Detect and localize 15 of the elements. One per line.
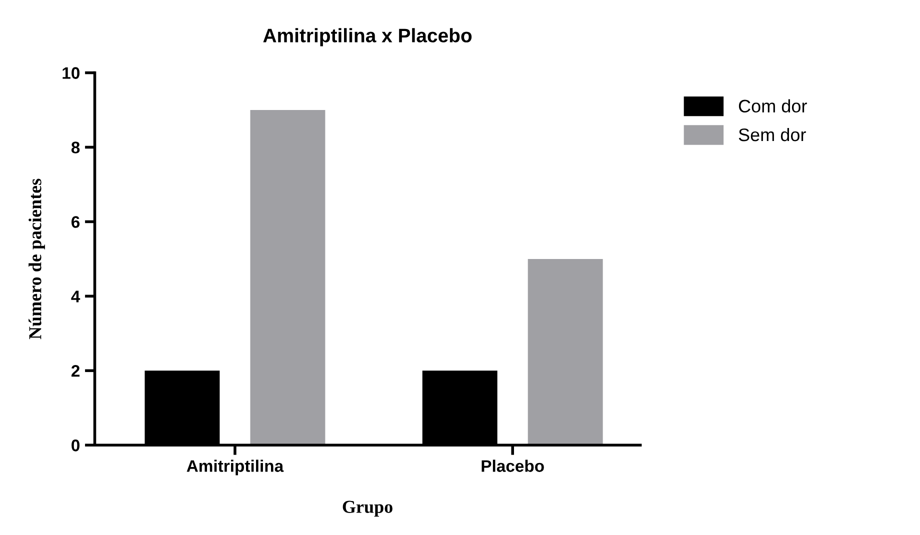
- bar: [528, 258, 603, 446]
- y-axis-title: Número de pacientes: [28, 178, 45, 340]
- y-tick-label: 0: [72, 440, 80, 452]
- x-tick-label: Placebo: [482, 460, 544, 472]
- chart-title: Amitriptilina x Placebo: [263, 28, 472, 46]
- legend-label: Sem dor: [738, 128, 806, 142]
- y-tick-label: 4: [71, 290, 80, 302]
- y-tick-label: 2: [71, 365, 80, 377]
- legend-label: Com dor: [738, 99, 807, 113]
- y-tick-label: 10: [62, 67, 80, 79]
- bar: [250, 110, 326, 446]
- y-tick-label: 8: [71, 142, 80, 154]
- x-tick-label: Amitriptilina: [186, 460, 284, 476]
- y-tick-label: 6: [72, 216, 80, 228]
- x-axis-title: Grupo: [342, 500, 392, 517]
